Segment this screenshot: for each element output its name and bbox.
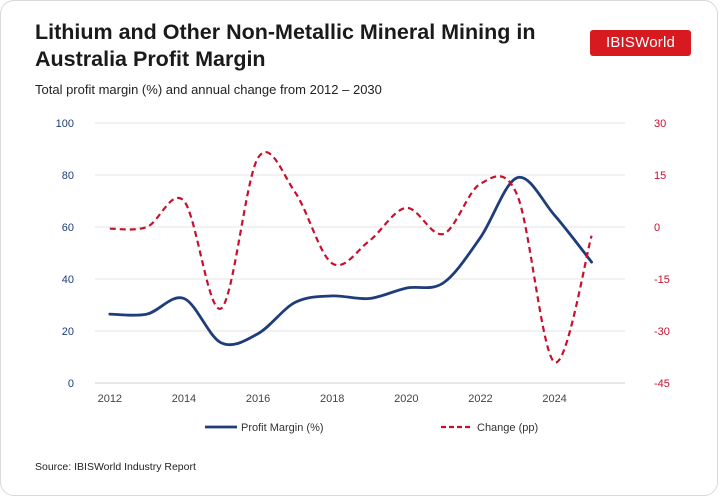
x-tick-label: 2022 (468, 393, 492, 405)
right-tick-label: 30 (654, 118, 666, 130)
change-line (109, 151, 593, 364)
right-tick-label: 15 (654, 170, 666, 182)
x-tick-label: 2020 (394, 393, 418, 405)
left-tick-label: 80 (62, 170, 74, 182)
x-axis: 2012 2014 2016 2018 2020 2022 2024 (98, 393, 567, 405)
x-tick-label: 2018 (320, 393, 344, 405)
left-tick-label: 60 (62, 222, 74, 234)
chart-subtitle: Total profit margin (%) and annual chang… (35, 82, 382, 97)
right-tick-label: 0 (654, 222, 660, 234)
right-tick-label: -45 (654, 378, 670, 390)
x-tick-label: 2016 (246, 393, 270, 405)
series-lines (108, 151, 593, 364)
right-y-axis: 30 15 0 -15 -30 -45 (654, 118, 670, 390)
right-tick-label: -15 (654, 274, 670, 286)
left-tick-label: 40 (62, 274, 74, 286)
left-tick-label: 0 (68, 378, 74, 390)
profit-margin-line (108, 176, 593, 347)
gridlines (95, 122, 625, 384)
x-tick-label: 2012 (98, 393, 122, 405)
left-tick-label: 20 (62, 326, 74, 338)
x-tick-label: 2014 (172, 393, 196, 405)
left-tick-label: 100 (56, 118, 74, 130)
legend-label: Change (pp) (477, 422, 538, 434)
source-note: Source: IBISWorld Industry Report (35, 461, 196, 473)
left-y-axis: 100 80 60 40 20 0 (56, 118, 74, 390)
legend: Profit Margin (%) Change (pp) (205, 422, 538, 434)
x-tick-label: 2024 (542, 393, 566, 405)
legend-label: Profit Margin (%) (241, 422, 324, 434)
chart-title: Lithium and Other Non-Metallic Mineral M… (35, 20, 536, 71)
ibisworld-logo: IBISWorld (590, 30, 691, 56)
right-tick-label: -30 (654, 326, 670, 338)
